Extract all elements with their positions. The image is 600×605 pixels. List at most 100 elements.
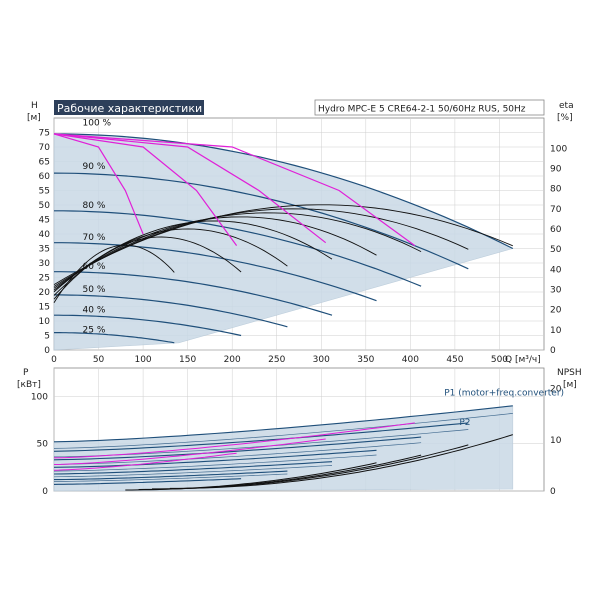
head-y-tick-label: 30 bbox=[39, 259, 51, 269]
speed-label: 40 % bbox=[83, 305, 106, 315]
head-x-tick-label: 400 bbox=[402, 355, 419, 365]
head-x-tick-label: 250 bbox=[268, 355, 285, 365]
npsh-axis-title: NPSH bbox=[557, 368, 582, 378]
head-x-tick-label: 0 bbox=[51, 355, 57, 365]
speed-label: 60 % bbox=[83, 262, 106, 272]
head-y-tick-label: 60 bbox=[39, 172, 51, 182]
p2-curve bbox=[54, 473, 288, 482]
power-y-tick-label: 50 bbox=[37, 440, 49, 450]
eta-tick-label: 20 bbox=[550, 306, 562, 316]
magenta-operating-line bbox=[53, 133, 327, 244]
speed-label: 90 % bbox=[83, 162, 106, 172]
head-chart: 0 50 100 150 200 250 300 350 400 450 5000510152025… bbox=[39, 117, 567, 365]
head-curve bbox=[53, 172, 469, 270]
head-curve bbox=[54, 271, 333, 316]
eta-tick-label: 80 bbox=[550, 185, 562, 195]
head-curve bbox=[53, 133, 514, 250]
eta-axis-unit: [%] bbox=[557, 113, 573, 123]
head-y-tick-label: 70 bbox=[39, 143, 51, 153]
speed-label: 100 % bbox=[83, 118, 112, 128]
p1-curve bbox=[53, 461, 333, 475]
head-y-tick-label: 75 bbox=[39, 129, 50, 139]
npsh-tick-label: 20 bbox=[550, 385, 562, 395]
p2-curve bbox=[53, 454, 377, 472]
p2-curve bbox=[53, 442, 422, 465]
speed-label: 70 % bbox=[83, 233, 106, 243]
model-label: Hydro MPC-E 5 CRE64-2-1 50/60Hz RUS, 50H… bbox=[318, 105, 526, 115]
magenta-operating-line bbox=[53, 133, 144, 235]
eta-tick-label: 100 bbox=[550, 144, 567, 154]
head-x-tick-label: 100 bbox=[134, 355, 151, 365]
head-curve bbox=[54, 314, 242, 337]
magenta-operating-line bbox=[53, 133, 416, 247]
model-box bbox=[314, 99, 545, 116]
head-x-tick-label: 150 bbox=[179, 355, 196, 365]
head-y-tick-label: 15 bbox=[39, 303, 50, 313]
magenta-operating-line bbox=[53, 133, 238, 246]
p1-curve bbox=[54, 470, 288, 481]
speed-label: 50 % bbox=[83, 285, 106, 295]
head-y-tick-label: 65 bbox=[39, 158, 50, 168]
chart-title: Рабочие характеристики bbox=[57, 102, 202, 115]
npsh-curve bbox=[125, 462, 377, 491]
p1-curve bbox=[53, 436, 422, 461]
head-x-tick-label: 50 bbox=[93, 355, 105, 365]
q-axis-label: Q [м³/ч] bbox=[505, 355, 541, 365]
h-axis-title: H bbox=[31, 101, 38, 111]
p-axis-unit: [кВт] bbox=[17, 380, 41, 390]
speed-label: 25 % bbox=[83, 326, 106, 336]
p2-curve bbox=[53, 465, 333, 478]
p2-curve bbox=[53, 413, 513, 449]
power-y-tick-label: 0 bbox=[42, 487, 48, 497]
eta-tick-label: 30 bbox=[550, 285, 562, 295]
p1-curve bbox=[53, 449, 377, 468]
head-x-tick-label: 450 bbox=[446, 355, 463, 365]
speed-label: 80 % bbox=[83, 201, 106, 211]
power-legend-label: P1 (motor+freq.converter) bbox=[444, 388, 564, 398]
p1-curve bbox=[53, 478, 242, 485]
head-y-tick-label: 10 bbox=[39, 317, 51, 327]
head-y-tick-label: 55 bbox=[39, 187, 50, 197]
magenta-power-curve bbox=[53, 452, 237, 471]
head-y-tick-label: 45 bbox=[39, 216, 50, 226]
eta-tick-label: 0 bbox=[550, 346, 556, 356]
npsh-axis-unit: [м] bbox=[563, 380, 577, 390]
magenta-power-curve bbox=[53, 422, 415, 459]
eta-tick-label: 40 bbox=[550, 265, 562, 275]
head-x-tick-label: 350 bbox=[357, 355, 374, 365]
efficiency-curve bbox=[53, 212, 422, 289]
head-y-tick-label: 35 bbox=[39, 245, 50, 255]
head-y-tick-label: 50 bbox=[39, 201, 51, 211]
head-y-tick-label: 40 bbox=[39, 230, 51, 240]
efficiency-curve bbox=[53, 208, 469, 287]
p1-curve bbox=[53, 405, 513, 443]
eta-tick-label: 10 bbox=[550, 326, 562, 336]
p1-curve bbox=[53, 422, 469, 452]
efficiency-curve bbox=[53, 236, 242, 300]
eta-tick-label: 50 bbox=[550, 245, 562, 255]
head-curve bbox=[54, 210, 422, 287]
p-axis-title: P bbox=[23, 368, 29, 378]
eta-axis-title: eta bbox=[559, 101, 574, 111]
power-legend-label: P2 bbox=[459, 418, 470, 428]
head-y-tick-label: 0 bbox=[44, 346, 50, 356]
efficiency-curve bbox=[53, 244, 175, 304]
head-y-tick-label: 5 bbox=[44, 332, 50, 342]
head-curve bbox=[54, 294, 288, 328]
eta-tick-label: 90 bbox=[550, 164, 562, 174]
head-x-tick-label: 200 bbox=[224, 355, 241, 365]
npsh-tick-label: 0 bbox=[550, 487, 556, 497]
efficiency-curve bbox=[53, 216, 377, 291]
title-background bbox=[54, 100, 204, 115]
head-x-tick-label: 500 bbox=[491, 355, 508, 365]
head-curve bbox=[54, 332, 175, 344]
h-axis-unit: [м] bbox=[27, 113, 41, 123]
eta-tick-label: 70 bbox=[550, 205, 562, 215]
magenta-power-curve bbox=[53, 438, 326, 465]
head-y-tick-label: 20 bbox=[39, 288, 51, 298]
head-curve bbox=[54, 242, 377, 302]
head-x-tick-label: 300 bbox=[313, 355, 330, 365]
